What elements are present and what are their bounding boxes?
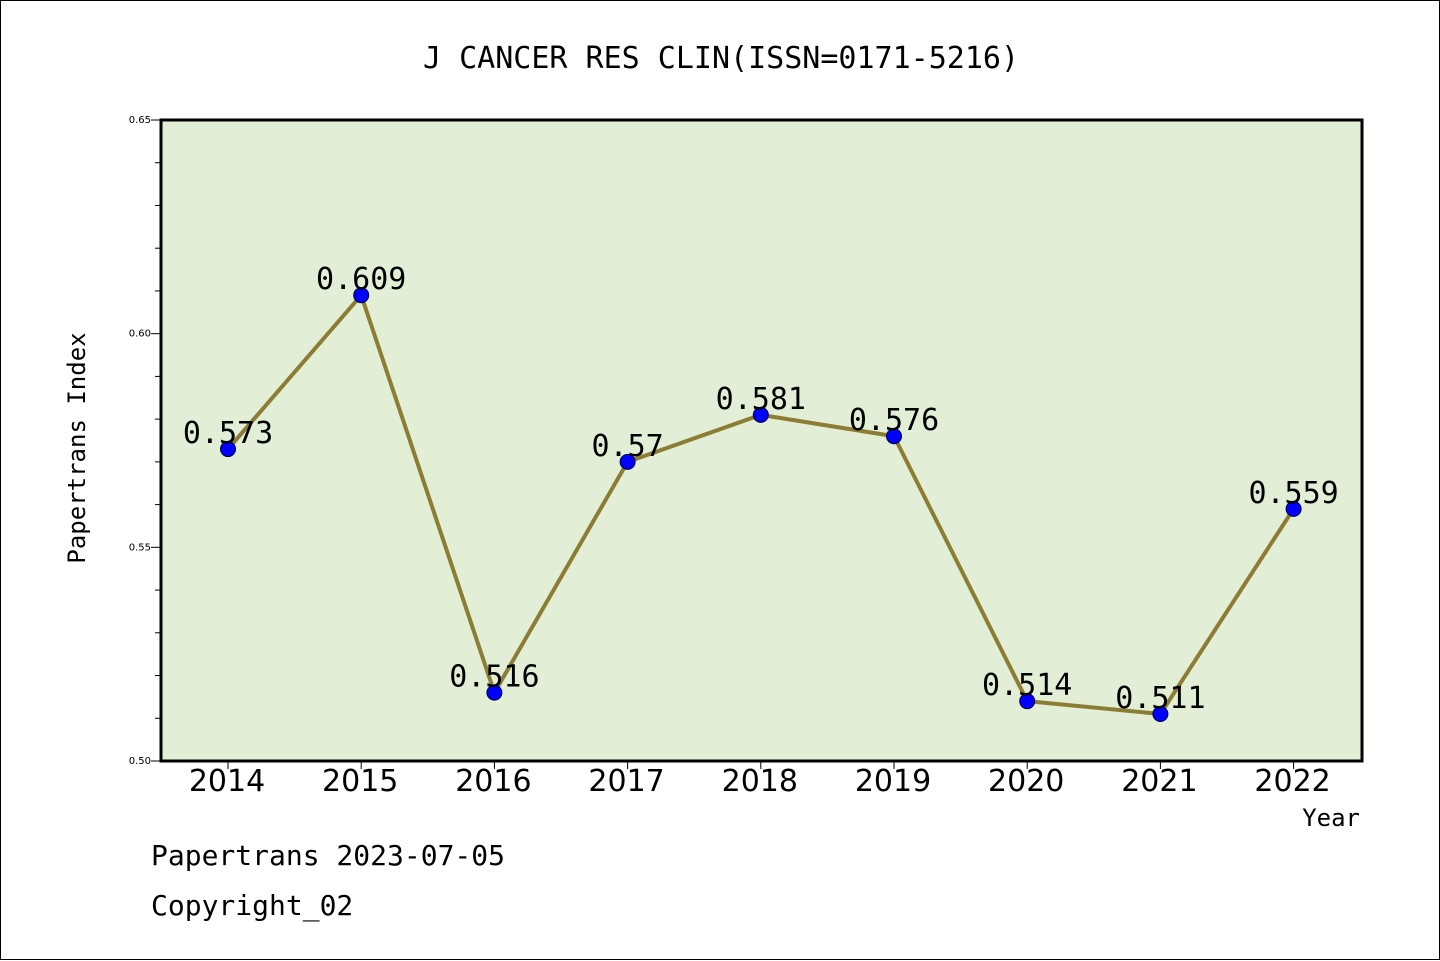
x-tick-label: 2015 xyxy=(322,764,398,799)
footer-copyright: Copyright_02 xyxy=(151,889,353,923)
x-tick-label: 2021 xyxy=(1121,764,1197,799)
data-point xyxy=(886,428,902,445)
plot-area xyxy=(159,118,1364,763)
data-point xyxy=(486,684,503,701)
x-tick-label: 2020 xyxy=(988,764,1064,799)
data-label: 0.516 xyxy=(449,660,539,695)
x-tick-label: 2014 xyxy=(189,764,265,799)
x-tick-label: 2019 xyxy=(855,764,931,799)
y-axis-label: Papertrans Index xyxy=(63,332,91,563)
data-label: 0.511 xyxy=(1115,681,1205,716)
y-tick-label: 0.60 xyxy=(129,329,151,340)
data-label: 0.573 xyxy=(183,416,273,451)
x-axis-label: Year xyxy=(1302,804,1360,832)
footer-date: Papertrans 2023-07-05 xyxy=(151,839,505,872)
data-label: 0.514 xyxy=(982,668,1072,703)
data-point xyxy=(752,406,769,423)
data-label: 0.609 xyxy=(316,262,406,297)
chart-title: J CANCER RES CLIN(ISSN=0171-5216) xyxy=(423,41,1019,76)
y-tick-label: 0.50 xyxy=(129,756,151,767)
x-tick-label: 2017 xyxy=(588,764,664,799)
x-axis: 2014 2015 2016 2017 2018 2019 2020 2021 2022 xyxy=(189,761,1331,799)
data-point xyxy=(1019,693,1036,710)
data-point xyxy=(353,287,370,304)
x-tick-label: 2016 xyxy=(455,764,531,799)
data-point xyxy=(1152,705,1169,722)
y-axis: 0.50 0.55 0.60 0.65 xyxy=(129,115,161,767)
x-tick-label: 2022 xyxy=(1254,764,1330,799)
data-point xyxy=(619,453,636,470)
y-tick-label: 0.65 xyxy=(129,115,151,126)
data-points xyxy=(220,287,1302,722)
data-labels: 0.573 0.609 0.516 0.57 0.581 0.576 0.514 0.511 0… xyxy=(183,262,1339,716)
data-point xyxy=(220,441,236,458)
data-label: 0.57 xyxy=(591,429,663,464)
data-label: 0.559 xyxy=(1248,476,1338,511)
x-tick-label: 2018 xyxy=(722,764,798,799)
data-point xyxy=(1285,500,1302,517)
data-label: 0.576 xyxy=(849,403,939,438)
data-label: 0.581 xyxy=(716,382,806,417)
y-tick-label: 0.55 xyxy=(129,542,151,553)
